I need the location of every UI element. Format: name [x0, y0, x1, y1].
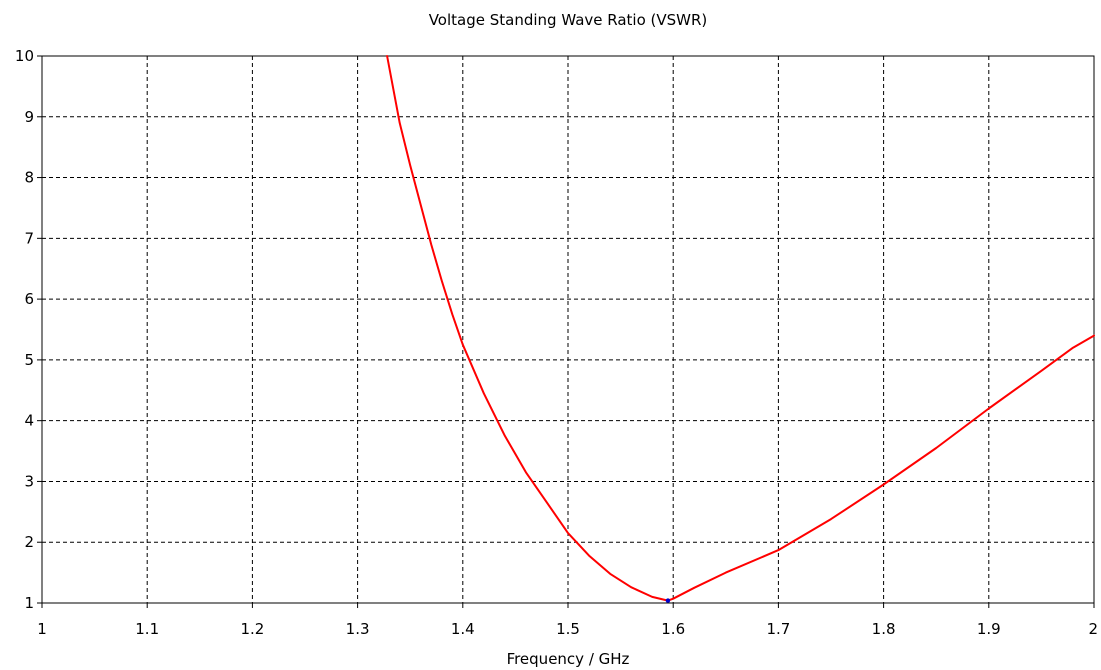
vswr-series-line — [386, 55, 1095, 602]
chart-title: Voltage Standing Wave Ratio (VSWR) — [429, 11, 708, 29]
x-tick-label: 1.2 — [240, 620, 264, 638]
x-tick-label: 1.1 — [135, 620, 159, 638]
y-axis-ticks: 1 2 3 4 5 6 7 8 9 10 — [15, 47, 42, 612]
y-tick-label: 1 — [24, 594, 34, 612]
x-axis-label: Frequency / GHz — [507, 650, 630, 668]
x-tick-label: 1.8 — [872, 620, 896, 638]
x-tick-label: 2 — [1088, 620, 1098, 638]
y-tick-label: 3 — [24, 472, 34, 490]
x-tick-label: 1.3 — [346, 620, 370, 638]
x-axis-ticks: 1 1.1 1.2 1.3 1.4 1.5 1.6 1.7 1.8 1.9 2 — [37, 603, 1098, 638]
y-tick-label: 7 — [24, 229, 34, 247]
x-tick-label: 1.7 — [766, 620, 790, 638]
y-tick-label: 9 — [24, 108, 34, 126]
x-tick-label: 1 — [37, 620, 47, 638]
y-tick-label: 10 — [15, 47, 34, 65]
y-tick-label: 5 — [24, 351, 34, 369]
grid — [42, 56, 1094, 603]
x-tick-label: 1.4 — [451, 620, 475, 638]
minimum-marker — [665, 598, 671, 603]
x-tick-label: 1.9 — [977, 620, 1001, 638]
y-tick-label: 6 — [24, 290, 34, 308]
x-tick-label: 1.5 — [556, 620, 580, 638]
y-tick-label: 2 — [24, 533, 34, 551]
y-tick-label: 8 — [24, 169, 34, 187]
x-tick-label: 1.6 — [661, 620, 685, 638]
series-layer — [386, 55, 1095, 603]
y-tick-label: 4 — [24, 412, 34, 430]
